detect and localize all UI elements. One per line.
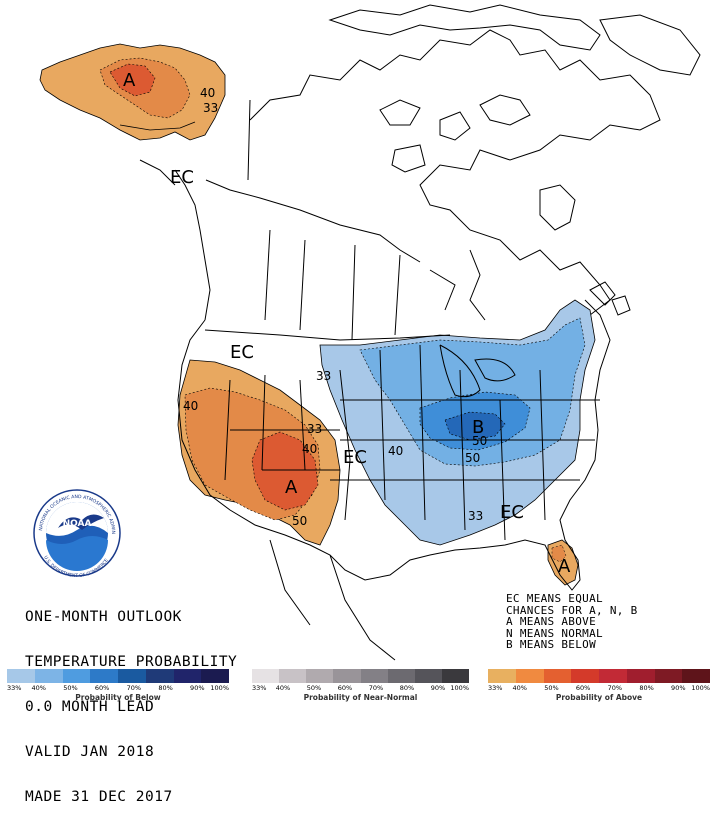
southeast-33-label: 33 bbox=[468, 509, 483, 523]
legend-swatch bbox=[682, 669, 710, 683]
legend-tick-label: 90% bbox=[430, 684, 446, 692]
canada-outline bbox=[205, 4, 701, 341]
legend-swatch bbox=[201, 669, 229, 683]
legend-swatch bbox=[145, 669, 174, 683]
florida-above-label: A bbox=[558, 556, 571, 577]
southwest-above-label: A bbox=[285, 477, 298, 498]
east-50b-label: 50 bbox=[465, 451, 480, 465]
legend-color-bar bbox=[488, 669, 710, 683]
outlook-valid: VALID JAN 2018 bbox=[25, 744, 155, 760]
ec-northwest-label: EC bbox=[170, 167, 194, 188]
ec-north-label: EC bbox=[230, 342, 254, 363]
ec-central-label: EC bbox=[343, 447, 367, 468]
alaska-above-area bbox=[39, 43, 226, 141]
legend-swatch bbox=[515, 669, 544, 683]
legend-swatch bbox=[626, 669, 655, 683]
alaska-above-label: A bbox=[123, 70, 136, 91]
legend-tick-label: 33% bbox=[488, 684, 503, 692]
legend-title: Probability of Below bbox=[75, 693, 161, 702]
legend-swatch bbox=[543, 669, 572, 683]
legend-title: Probability of Above bbox=[555, 693, 643, 702]
legend-ticks: 33% 40% 50% 60% 70% 80% 90% 100% bbox=[252, 683, 469, 693]
florida-above-area bbox=[547, 539, 579, 586]
noaa-logo-name: NOAA bbox=[63, 519, 92, 529]
legend-ticks: 33% 40% 50% 60% 70% 80% 90% 100% bbox=[488, 683, 710, 693]
key-line-ec: EC MEANS EQUAL bbox=[506, 592, 603, 605]
legend-tick-label: 50% bbox=[306, 684, 322, 692]
outlook-made: MADE 31 DEC 2017 bbox=[25, 789, 173, 805]
legend-ticks: 33% 40% 50% 60% 70% 80% 90% 100% bbox=[7, 683, 229, 693]
legend-swatch bbox=[599, 669, 627, 683]
outlook-map: A EC EC EC EC A B A 40 33 40 33 40 50 33… bbox=[0, 0, 701, 661]
legend-tick-label: 100% bbox=[210, 684, 229, 692]
legend-swatch bbox=[7, 669, 35, 683]
legend-swatch bbox=[441, 669, 469, 683]
legend-tick-label: 70% bbox=[368, 684, 384, 692]
legend-tick-label: 50% bbox=[63, 684, 78, 692]
key-line-normal: N MEANS NORMAL bbox=[506, 626, 603, 640]
legend-tick-label: 40% bbox=[512, 684, 527, 692]
legend-tick-label: 40% bbox=[275, 684, 291, 692]
alaska-33-label: 33 bbox=[203, 101, 218, 115]
east-below-label: B bbox=[472, 417, 484, 438]
legend-tick-label: 80% bbox=[639, 684, 654, 692]
legend-swatch bbox=[173, 669, 202, 683]
gull-icon bbox=[58, 514, 104, 530]
legend-above: 33% 40% 50% 60% 70% 80% 90% 100% Probability of … bbox=[488, 669, 710, 707]
legend-swatch bbox=[90, 669, 118, 683]
east-below-area bbox=[319, 299, 596, 546]
legend-swatch bbox=[333, 669, 361, 683]
legend-swatch bbox=[34, 669, 63, 683]
legend-tick-label: 80% bbox=[158, 684, 173, 692]
legend-tick-label: 33% bbox=[7, 684, 22, 692]
legend-tick-label: 60% bbox=[575, 684, 591, 692]
southwest-50-label: 50 bbox=[292, 514, 307, 528]
legend-swatch bbox=[118, 669, 146, 683]
legend-tick-label: 100% bbox=[691, 684, 710, 692]
alaska-40-label: 40 bbox=[200, 86, 215, 100]
legend-tick-label: 70% bbox=[607, 684, 623, 692]
us-outline bbox=[177, 299, 611, 661]
west-above-area bbox=[177, 359, 341, 546]
pacific-coast bbox=[139, 159, 211, 321]
west-33-label: 33 bbox=[307, 422, 322, 436]
legend-color-bar bbox=[7, 669, 229, 683]
east-50-label: 50 bbox=[472, 434, 487, 448]
legend-tick-label: 60% bbox=[94, 684, 110, 692]
legend-tick-label: 60% bbox=[337, 684, 353, 692]
legend-tick-label: 70% bbox=[126, 684, 142, 692]
key-line-above: A MEANS ABOVE bbox=[506, 615, 596, 628]
legend-color-bar bbox=[252, 669, 469, 683]
legend-swatch bbox=[360, 669, 388, 683]
west-40-label: 40 bbox=[183, 399, 198, 413]
legend-swatch bbox=[488, 669, 516, 683]
key-line-chances: CHANCES FOR A, N, B bbox=[506, 603, 638, 617]
legend-tick-label: 90% bbox=[671, 684, 686, 692]
southwest-40-label: 40 bbox=[302, 442, 317, 456]
key-line-below: B MEANS BELOW bbox=[506, 638, 596, 651]
legend-title: Probability of Near-Normal bbox=[303, 693, 418, 702]
legend-swatch bbox=[252, 669, 280, 683]
legend-swatch bbox=[306, 669, 334, 683]
legend-swatch bbox=[279, 669, 307, 683]
legend-tick-label: 80% bbox=[399, 684, 415, 692]
legend-tick-label: 40% bbox=[31, 684, 46, 692]
legend-swatch bbox=[654, 669, 683, 683]
legend-swatch bbox=[387, 669, 415, 683]
legend-swatch bbox=[414, 669, 442, 683]
legend-tick-label: 100% bbox=[450, 684, 469, 692]
legend-below: 33% 40% 50% 60% 70% 80% 90% 100% Probability of … bbox=[7, 669, 229, 707]
outlook-title: ONE-MONTH OUTLOOK bbox=[25, 609, 182, 625]
legend-swatch bbox=[571, 669, 599, 683]
outlook-variable: TEMPERATURE PROBABILITY bbox=[25, 654, 238, 670]
legend-swatch bbox=[62, 669, 91, 683]
legend-near-normal: 33% 40% 50% 60% 70% 80% 90% 100% Probability of … bbox=[252, 669, 469, 707]
east-40-label: 40 bbox=[388, 444, 403, 458]
outlook-key: EC MEANS EQUAL CHANCES FOR A, N, B A MEA… bbox=[506, 593, 638, 651]
legend-tick-label: 33% bbox=[252, 684, 267, 692]
legend-tick-label: 90% bbox=[190, 684, 205, 692]
plains-33-label: 33 bbox=[316, 369, 331, 383]
legend-tick-label: 50% bbox=[544, 684, 559, 692]
ec-southeast-label: EC bbox=[500, 502, 524, 523]
